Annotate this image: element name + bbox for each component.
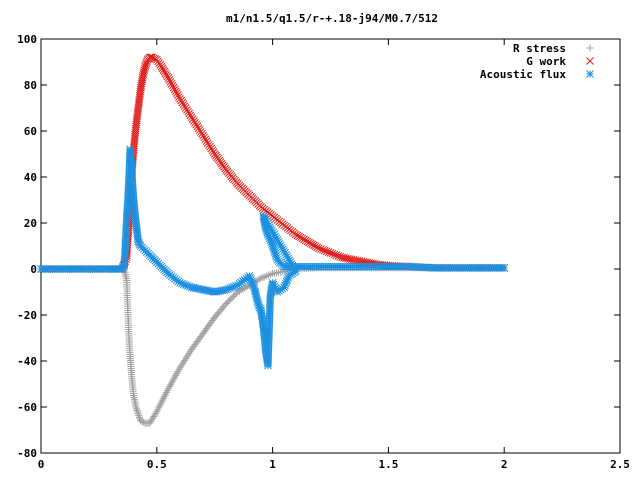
data-point bbox=[328, 249, 337, 258]
data-point bbox=[132, 403, 140, 411]
y-tick-label: 0 bbox=[30, 263, 37, 276]
data-point bbox=[137, 417, 145, 425]
data-point bbox=[324, 248, 333, 256]
y-tick-label: 100 bbox=[17, 33, 37, 46]
y-tick-label: 60 bbox=[24, 125, 37, 138]
data-point bbox=[165, 76, 174, 84]
data-point bbox=[172, 89, 181, 98]
data-point bbox=[500, 263, 509, 272]
series-g-work bbox=[37, 53, 509, 273]
data-point bbox=[318, 245, 327, 254]
data-point bbox=[133, 405, 141, 413]
data-point bbox=[227, 295, 235, 303]
y-tick-label: 40 bbox=[24, 171, 37, 184]
data-point bbox=[171, 87, 180, 96]
data-point bbox=[320, 246, 329, 255]
legend-label: R stress bbox=[513, 42, 566, 55]
data-point bbox=[164, 74, 173, 82]
x-tick-label: 1 bbox=[269, 458, 276, 471]
data-point bbox=[133, 406, 141, 414]
data-point bbox=[134, 408, 142, 416]
legend-label: Acoustic flux bbox=[480, 68, 566, 81]
data-point bbox=[134, 410, 142, 418]
y-tick-label: -20 bbox=[17, 309, 37, 322]
x-tick-label: 2.5 bbox=[610, 458, 630, 471]
data-point bbox=[332, 251, 341, 260]
data-point bbox=[166, 78, 175, 86]
data-point bbox=[135, 413, 143, 421]
legend-swatch bbox=[586, 70, 594, 78]
x-tick-label: 0.5 bbox=[147, 458, 167, 471]
data-point bbox=[168, 81, 177, 90]
y-tick-label: -80 bbox=[17, 447, 37, 460]
plot-area bbox=[37, 53, 509, 427]
y-tick-label: -40 bbox=[17, 355, 37, 368]
x-tick-label: 2 bbox=[501, 458, 508, 471]
legend-swatch bbox=[586, 44, 594, 52]
legend-marker bbox=[586, 44, 594, 52]
y-axis-ticks: -80 -60 -40 -20 0 20 40 60 80 100 bbox=[17, 33, 620, 460]
data-point bbox=[170, 85, 179, 94]
data-point bbox=[316, 245, 325, 253]
y-tick-label: 20 bbox=[24, 217, 37, 230]
data-point bbox=[147, 53, 155, 62]
data-point bbox=[334, 252, 343, 260]
data-point bbox=[330, 250, 339, 259]
data-point bbox=[255, 275, 263, 283]
data-point bbox=[152, 409, 160, 417]
data-point bbox=[326, 249, 335, 257]
x-tick-label: 1.5 bbox=[378, 458, 398, 471]
data-point bbox=[315, 244, 323, 253]
data-point bbox=[225, 297, 233, 305]
data-point bbox=[138, 418, 146, 426]
data-point bbox=[169, 83, 178, 92]
legend-item: Acoustic flux bbox=[480, 68, 594, 81]
legend-item: R stress bbox=[513, 42, 594, 55]
data-point bbox=[175, 93, 183, 101]
legend-item: G work bbox=[526, 55, 594, 68]
legend-label: G work bbox=[526, 55, 566, 68]
legend-marker bbox=[586, 57, 594, 65]
x-axis-ticks: 0 0.5 1 1.5 2 2.5 bbox=[38, 39, 630, 471]
legend-swatch bbox=[586, 57, 594, 65]
y-tick-label: -60 bbox=[17, 401, 37, 414]
data-point bbox=[167, 79, 176, 88]
data-point bbox=[224, 298, 232, 306]
data-point bbox=[231, 291, 239, 299]
chart-title: m1/n1.5/q1.5/r-+.18-j94/M0.7/512 bbox=[226, 12, 438, 25]
data-point bbox=[174, 91, 182, 99]
series-acoustic-flux bbox=[37, 145, 509, 370]
data-point bbox=[135, 412, 143, 420]
legend-marker bbox=[586, 70, 594, 78]
plot-border bbox=[40, 38, 621, 454]
data-point bbox=[230, 292, 238, 300]
axes-frame bbox=[40, 38, 621, 454]
data-point bbox=[140, 418, 148, 426]
data-point bbox=[228, 294, 236, 302]
data-point bbox=[222, 300, 230, 307]
y-tick-label: 80 bbox=[24, 79, 37, 92]
x-tick-label: 0 bbox=[38, 458, 45, 471]
data-point bbox=[322, 247, 331, 256]
